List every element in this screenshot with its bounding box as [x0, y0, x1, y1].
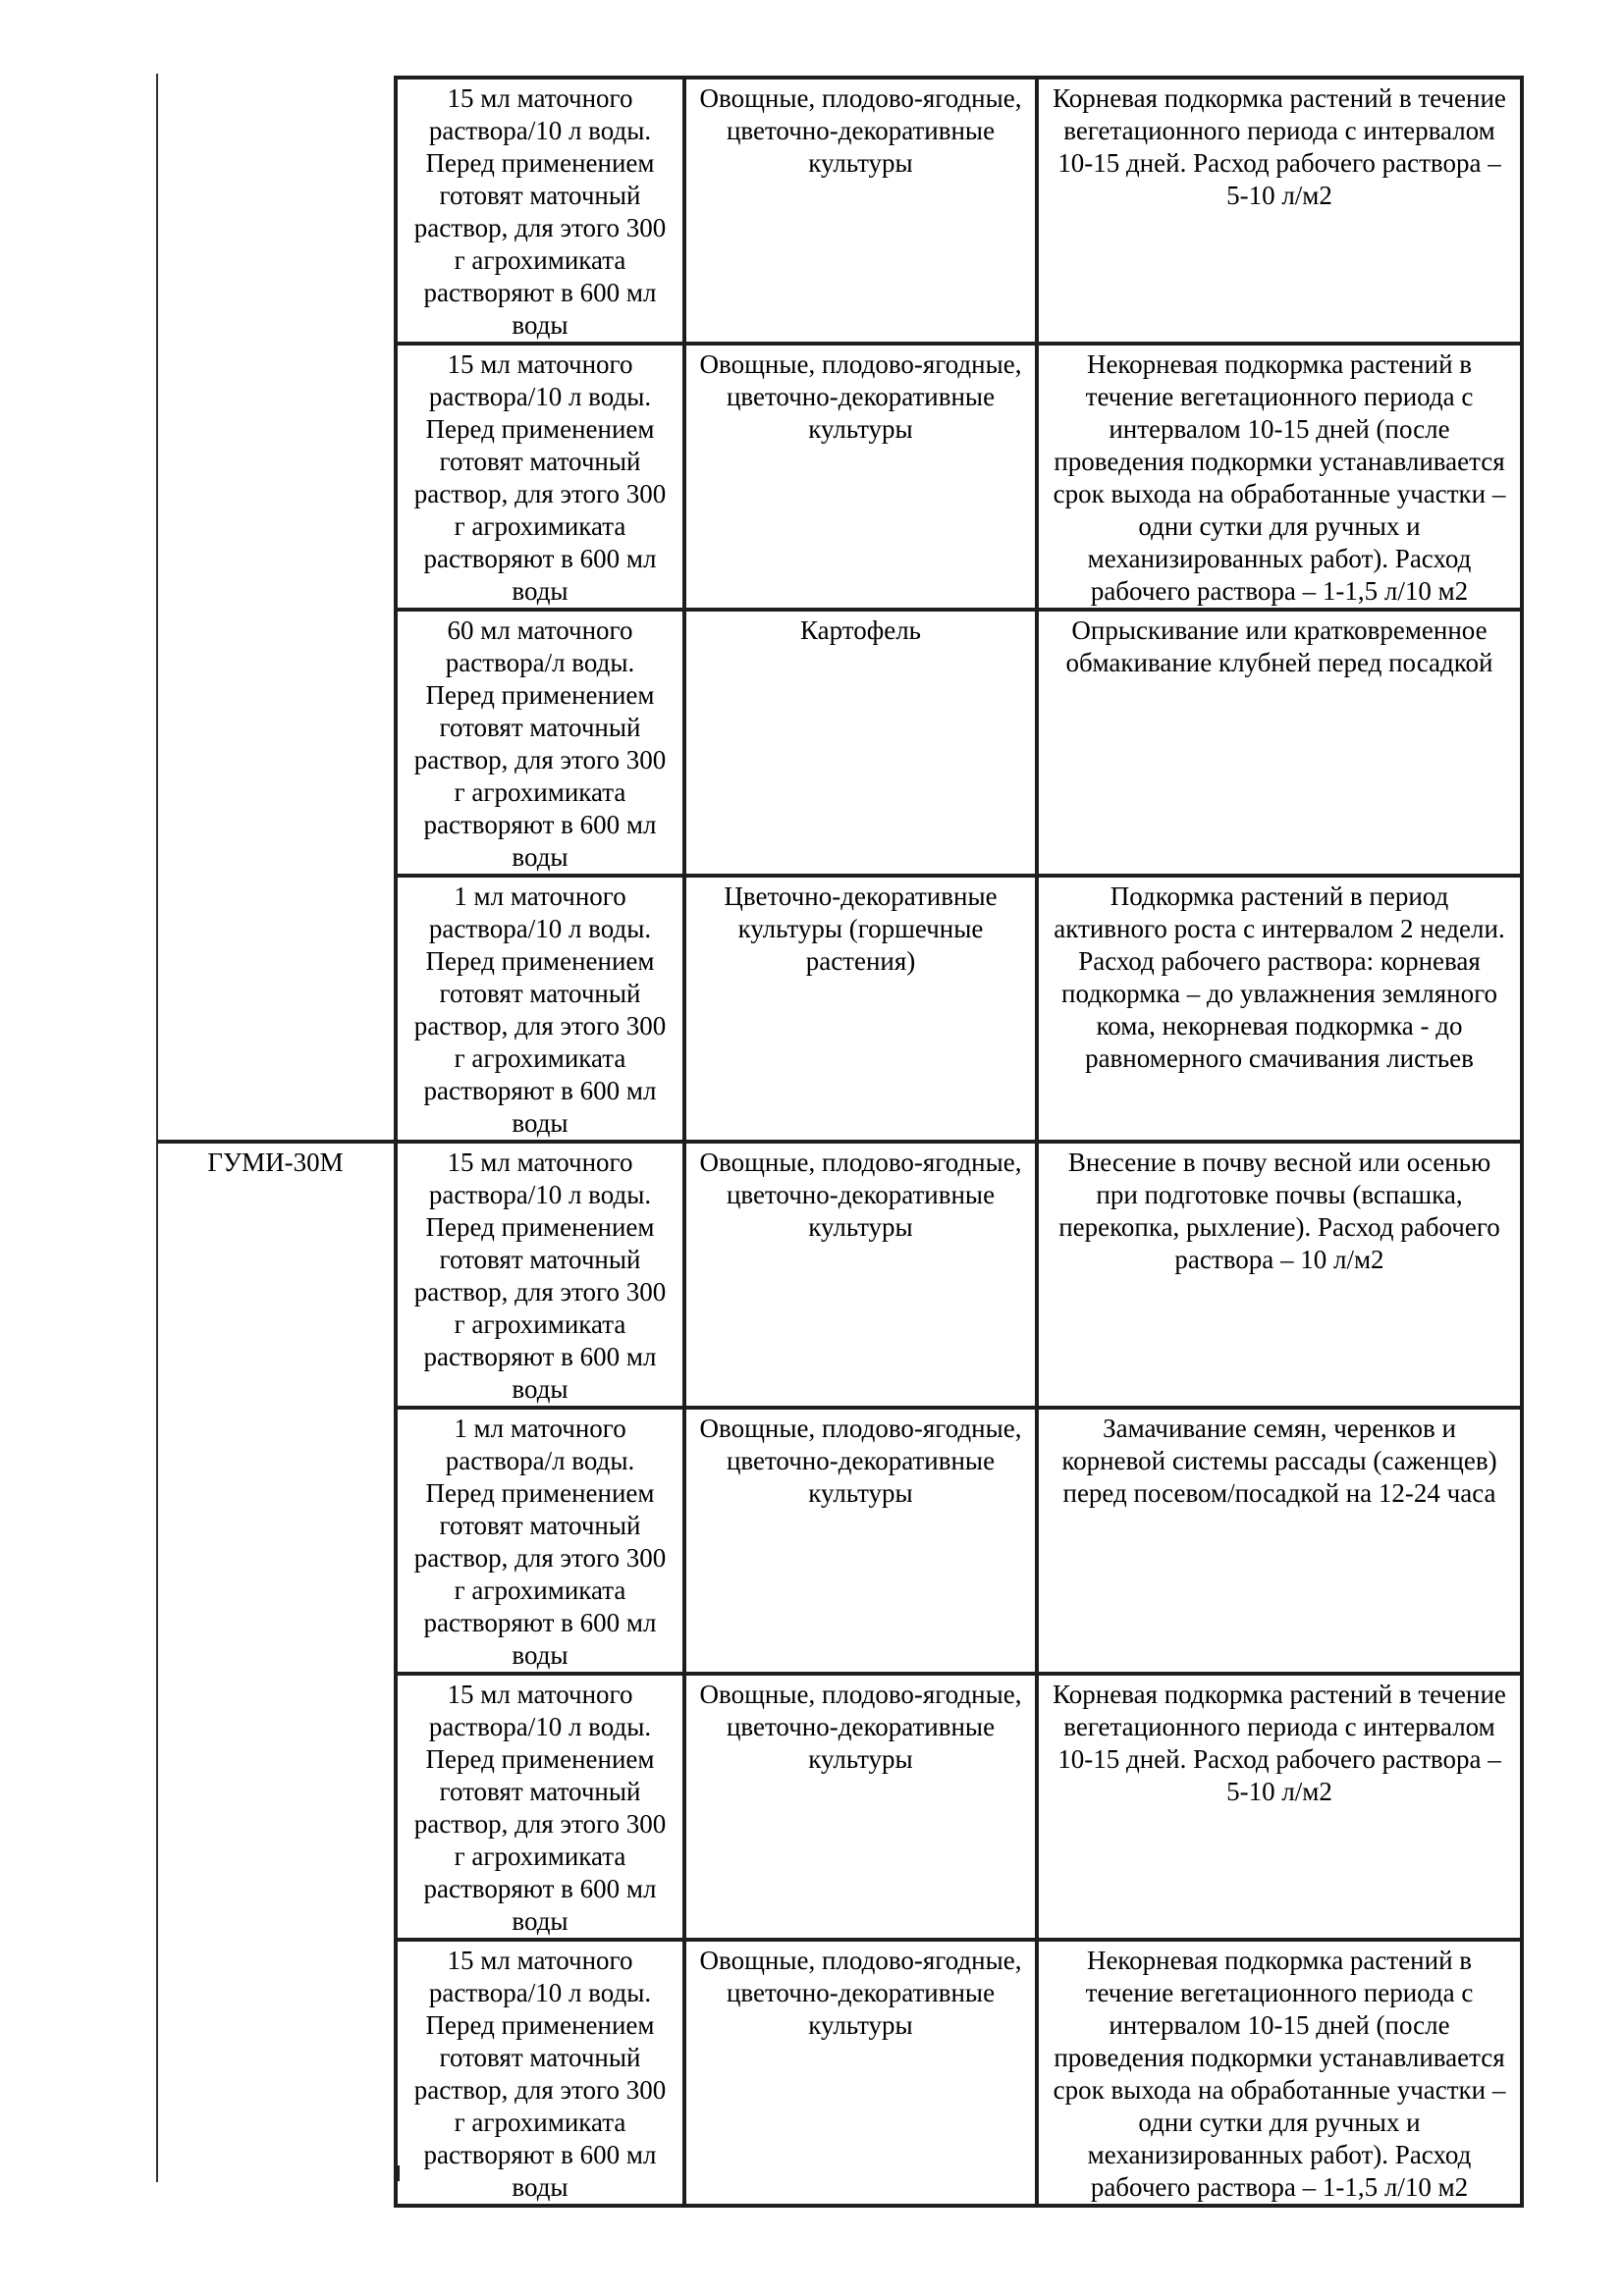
table-row: 1 мл маточного раствора/л воды. Перед пр… [157, 1406, 1524, 1676]
dosage-cell: 15 мл маточного раствора/10 л воды. Пере… [394, 1938, 686, 2208]
next-page-row-border-stub [396, 2165, 400, 2181]
table-row: 15 мл маточного раствора/10 л воды. Пере… [157, 1938, 1524, 2208]
crops-cell: Овощные, плодово-ягодные, цветочно-декор… [682, 1140, 1039, 1410]
table-row: 15 мл маточного раствора/10 л воды. Пере… [157, 342, 1524, 612]
dosage-cell: 1 мл маточного раствора/10 л воды. Перед… [394, 874, 686, 1144]
product-column-left-border [156, 74, 158, 2182]
table-row: 1 мл маточного раствора/10 л воды. Перед… [157, 874, 1524, 1144]
crops-cell: Овощные, плодово-ягодные, цветочно-декор… [682, 1406, 1039, 1676]
application-cell: Опрыскивание или кратковременное обмакив… [1035, 608, 1524, 878]
dosage-cell: 15 мл маточного раствора/10 л воды. Пере… [394, 1140, 686, 1410]
dosage-cell: 60 мл маточного раствора/л воды. Перед п… [394, 608, 686, 878]
crops-cell: Овощные, плодово-ягодные, цветочно-декор… [682, 1938, 1039, 2208]
product-name-cell [157, 78, 396, 1142]
table-row: 60 мл маточного раствора/л воды. Перед п… [157, 608, 1524, 878]
table-row: ГУМИ-30М 15 мл маточного раствора/10 л в… [157, 1140, 1524, 2206]
application-cell: Корневая подкормка растений в течение ве… [1035, 1672, 1524, 1942]
application-cell: Подкормка растений в период активного ро… [1035, 874, 1524, 1144]
dosage-cell: 15 мл маточного раствора/10 л воды. Пере… [394, 1672, 686, 1942]
dosage-cell: 1 мл маточного раствора/л воды. Перед пр… [394, 1406, 686, 1676]
crops-cell: Картофель [682, 608, 1039, 878]
crops-cell: Овощные, плодово-ягодные, цветочно-декор… [682, 76, 1039, 346]
application-cell: Некорневая подкормка растений в течение … [1035, 1938, 1524, 2208]
application-cell: Замачивание семян, черенков и корневой с… [1035, 1406, 1524, 1676]
crops-cell: Цветочно-декоративные культуры (горшечны… [682, 874, 1039, 1144]
crops-cell: Овощные, плодово-ягодные, цветочно-декор… [682, 1672, 1039, 1942]
application-rates-table: 15 мл маточного раствора/10 л воды. Пере… [157, 76, 1524, 2208]
application-cell: Некорневая подкормка растений в течение … [1035, 342, 1524, 612]
table-row: 15 мл маточного раствора/10 л воды. Пере… [157, 1672, 1524, 1942]
application-cell: Внесение в почву весной или осенью при п… [1035, 1140, 1524, 1410]
table-row: 15 мл маточного раствора/10 л воды. Пере… [157, 76, 1524, 346]
product-name-cell: ГУМИ-30М [157, 1140, 396, 2206]
dosage-cell: 15 мл маточного раствора/10 л воды. Пере… [394, 342, 686, 612]
dosage-cell: 15 мл маточного раствора/10 л воды. Пере… [394, 76, 686, 346]
application-cell: Корневая подкормка растений в течение ве… [1035, 76, 1524, 346]
crops-cell: Овощные, плодово-ягодные, цветочно-декор… [682, 342, 1039, 612]
